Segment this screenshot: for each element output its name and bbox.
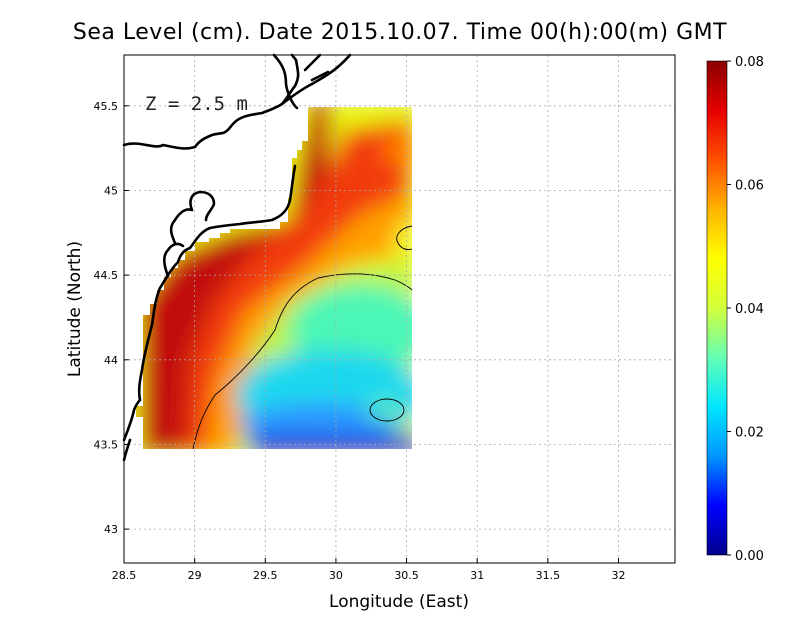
- y-tick-label: 43: [104, 523, 118, 536]
- colorbar-tick-label: 0.06: [735, 179, 764, 194]
- chart-title: Sea Level (cm). Date 2015.10.07. Time 00…: [72, 20, 728, 45]
- gridlines: [124, 55, 675, 563]
- x-tick-label: 32: [611, 569, 625, 582]
- y-tick-label: 45.5: [94, 100, 119, 113]
- x-tick-label: 29: [188, 569, 202, 582]
- coastline: [122, 53, 352, 462]
- colorbar-tick-label: 0.04: [735, 302, 764, 317]
- y-axis: 43 43.5 44 44.5 45 45.5: [94, 100, 129, 536]
- contour-line: [396, 225, 412, 250]
- x-tick-label: 30.5: [394, 569, 419, 582]
- x-tick-label: 31.5: [536, 569, 561, 582]
- colorbar-tick-label: 0.08: [735, 55, 764, 70]
- plot-frame: [123, 54, 676, 564]
- colorbar-ticks: 0.00 0.02 0.04 0.06 0.08: [727, 55, 764, 564]
- depth-annotation: Z = 2.5 m: [145, 93, 248, 115]
- y-tick-label: 43.5: [94, 438, 119, 451]
- x-tick-label: 30: [329, 569, 343, 582]
- contour-line: [369, 398, 405, 422]
- y-axis-label: Latitude (North): [65, 241, 85, 377]
- contour-line: [192, 273, 412, 449]
- x-tick-label: 28.5: [112, 569, 137, 582]
- x-tick-label: 31: [470, 569, 484, 582]
- x-tick-label: 29.5: [253, 569, 278, 582]
- colorbar-tick-label: 0.02: [735, 426, 764, 441]
- colorbar: [706, 60, 728, 556]
- x-axis-label: Longitude (East): [329, 592, 469, 612]
- colorbar-tick-label: 0.00: [735, 549, 764, 564]
- y-tick-label: 44.5: [94, 269, 119, 282]
- y-tick-label: 45: [104, 184, 118, 197]
- x-axis: 28.5 29 29.5 30 30.5 31 31.5 32: [112, 558, 625, 582]
- y-tick-label: 44: [104, 354, 118, 367]
